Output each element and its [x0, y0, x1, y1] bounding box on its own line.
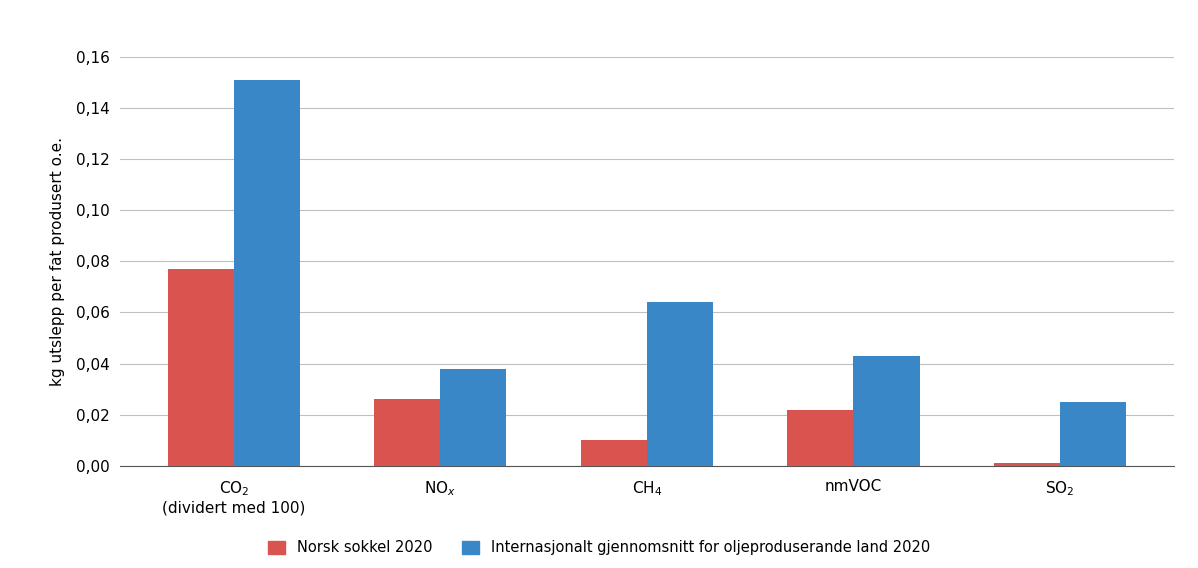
Bar [787, 410, 853, 466]
Legend: Norsk sokkel 2020, Internasjonalt gjennomsnitt for oljeproduserande land 2020: Norsk sokkel 2020, Internasjonalt gjenno… [268, 540, 930, 555]
Bar [581, 440, 647, 466]
Bar [168, 269, 234, 466]
Bar [374, 399, 441, 466]
Bar [994, 463, 1060, 466]
Y-axis label: kg utslepp per fat produsert o.e.: kg utslepp per fat produsert o.e. [50, 137, 65, 386]
Bar [853, 356, 920, 466]
Bar [441, 369, 507, 466]
Bar [234, 80, 300, 466]
Bar [1060, 402, 1126, 466]
Bar [647, 302, 713, 466]
